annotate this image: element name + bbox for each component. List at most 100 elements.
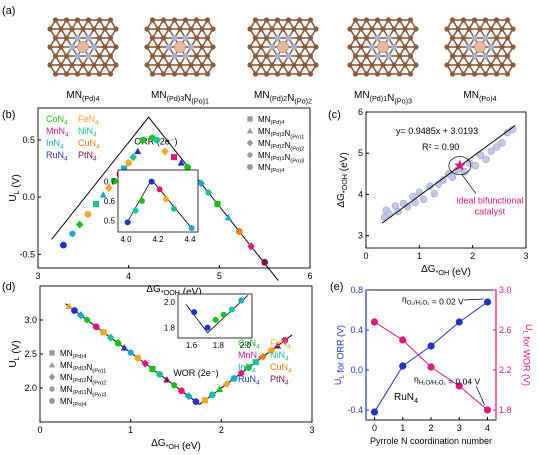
subscript: (Po)4 bbox=[72, 402, 87, 408]
axes-frame bbox=[37, 107, 311, 269]
carbon-atom bbox=[413, 26, 419, 32]
carbon-atom bbox=[69, 26, 75, 32]
legend-metal: CuN4 bbox=[270, 362, 292, 375]
subscript: L bbox=[339, 375, 346, 379]
carbon-atom bbox=[499, 44, 505, 50]
y-tick-label: -0.5 bbox=[19, 249, 35, 259]
carbon-atom bbox=[58, 62, 64, 68]
panel-label-c: (c) bbox=[328, 109, 341, 121]
subscript: L bbox=[12, 356, 21, 360]
subscript: (Pd)2 bbox=[270, 144, 284, 150]
nitrogen-atom bbox=[274, 35, 281, 41]
annotation-arrow-orr bbox=[463, 298, 484, 301]
label-part: MN bbox=[60, 397, 73, 406]
carbon-atom bbox=[199, 62, 205, 68]
carbon-atom bbox=[166, 26, 172, 32]
x-tick-label: 2 bbox=[470, 251, 475, 261]
carbon-atom bbox=[352, 53, 359, 59]
carbon-atom bbox=[471, 71, 478, 77]
y-tick-label-left: 0.8 bbox=[350, 285, 363, 295]
data-point bbox=[201, 397, 209, 404]
data-point bbox=[69, 230, 76, 238]
nitrogen-atom bbox=[171, 35, 178, 41]
data-point bbox=[156, 371, 164, 378]
legend-shape-label: MN(Po)4 bbox=[258, 163, 285, 174]
carbon-atom bbox=[47, 44, 53, 50]
fit-line bbox=[381, 124, 516, 224]
x-axis-label: ΔG*OH (eV) bbox=[421, 264, 471, 278]
label-part: (V) bbox=[11, 340, 22, 356]
subscript: (Po)2 bbox=[290, 146, 304, 152]
subscript: 4 bbox=[285, 356, 289, 363]
subscript: 4 bbox=[285, 380, 289, 387]
carbon-atom bbox=[247, 44, 253, 50]
carbon-atom bbox=[113, 62, 119, 68]
carbon-atom bbox=[488, 62, 494, 68]
carbon-atom bbox=[374, 17, 381, 23]
subscript: (Pd)1 bbox=[370, 94, 388, 103]
legend-metal: RuN4 bbox=[238, 374, 260, 387]
nitrogen-atom bbox=[369, 44, 375, 50]
label-part: NiN bbox=[270, 350, 285, 360]
carbon-atom bbox=[488, 26, 494, 32]
carbon-atom bbox=[313, 44, 319, 50]
data-point bbox=[114, 339, 122, 347]
legend-metal: InN4 bbox=[238, 362, 256, 375]
nitrogen-atom bbox=[385, 35, 392, 41]
carbon-atom bbox=[280, 62, 286, 68]
data-point bbox=[503, 128, 512, 137]
inset-data-point bbox=[171, 205, 177, 212]
legend-metal: NiN4 bbox=[78, 126, 97, 139]
label-part: U bbox=[8, 360, 19, 367]
carbon-atom bbox=[385, 17, 392, 23]
label-part: InN bbox=[238, 362, 252, 372]
carbon-atom bbox=[444, 44, 450, 50]
label-part: (eV) bbox=[449, 267, 471, 278]
nitrogen-atom bbox=[188, 44, 194, 50]
carbon-atom bbox=[380, 26, 386, 32]
metal-atom bbox=[377, 41, 389, 53]
x-axis-label: Pyrrole N coordination number bbox=[370, 436, 492, 446]
data-point bbox=[235, 228, 243, 235]
carbon-atom bbox=[58, 44, 64, 50]
nitrogen-atom bbox=[391, 44, 397, 50]
orr-point bbox=[455, 318, 463, 326]
carbon-atom bbox=[396, 53, 403, 59]
data-point bbox=[471, 161, 480, 170]
nitrogen-atom bbox=[285, 35, 292, 41]
subscript: O₂/H₂O₂ bbox=[407, 299, 430, 306]
carbon-atom bbox=[358, 44, 364, 50]
y-tick-label: 6 bbox=[358, 107, 363, 117]
subscript: (Pd)2 bbox=[270, 94, 288, 103]
data-point bbox=[106, 333, 115, 342]
structure-3: MN(Pd)2N(Po)2 bbox=[247, 17, 319, 106]
carbon-atom bbox=[107, 35, 114, 41]
metal-atom-outline bbox=[377, 41, 389, 53]
carbon-atom bbox=[493, 35, 500, 41]
data-point bbox=[171, 381, 178, 389]
label-part: for ORR (V) bbox=[336, 325, 346, 375]
nitrogen-atom bbox=[91, 44, 97, 50]
data-point bbox=[134, 354, 142, 362]
label-part: CoN bbox=[238, 338, 256, 348]
y-axis-label: UL (V) bbox=[8, 340, 22, 367]
axes-frame bbox=[365, 111, 527, 249]
carbon-atom bbox=[193, 71, 200, 77]
wor-point bbox=[483, 406, 492, 414]
y-tick-label-right: 2.6 bbox=[499, 325, 512, 335]
label-part: MnN bbox=[46, 126, 65, 136]
carbon-atom bbox=[347, 44, 353, 50]
carbon-atom bbox=[313, 62, 319, 68]
nitrogen-atom bbox=[171, 53, 178, 59]
label-part: for WOR (V) bbox=[521, 334, 531, 386]
inset-y-tick-label: 0.7 bbox=[104, 178, 116, 187]
carbon-atom bbox=[47, 26, 53, 32]
y-tick-label-left: 0.4 bbox=[350, 325, 363, 335]
label-part: MN bbox=[354, 90, 370, 101]
label-part: N bbox=[87, 363, 93, 372]
label-part: MN bbox=[258, 115, 271, 124]
carbon-atom bbox=[396, 71, 403, 77]
nitrogen-atom bbox=[482, 53, 489, 59]
label-part: MnN bbox=[238, 350, 257, 360]
